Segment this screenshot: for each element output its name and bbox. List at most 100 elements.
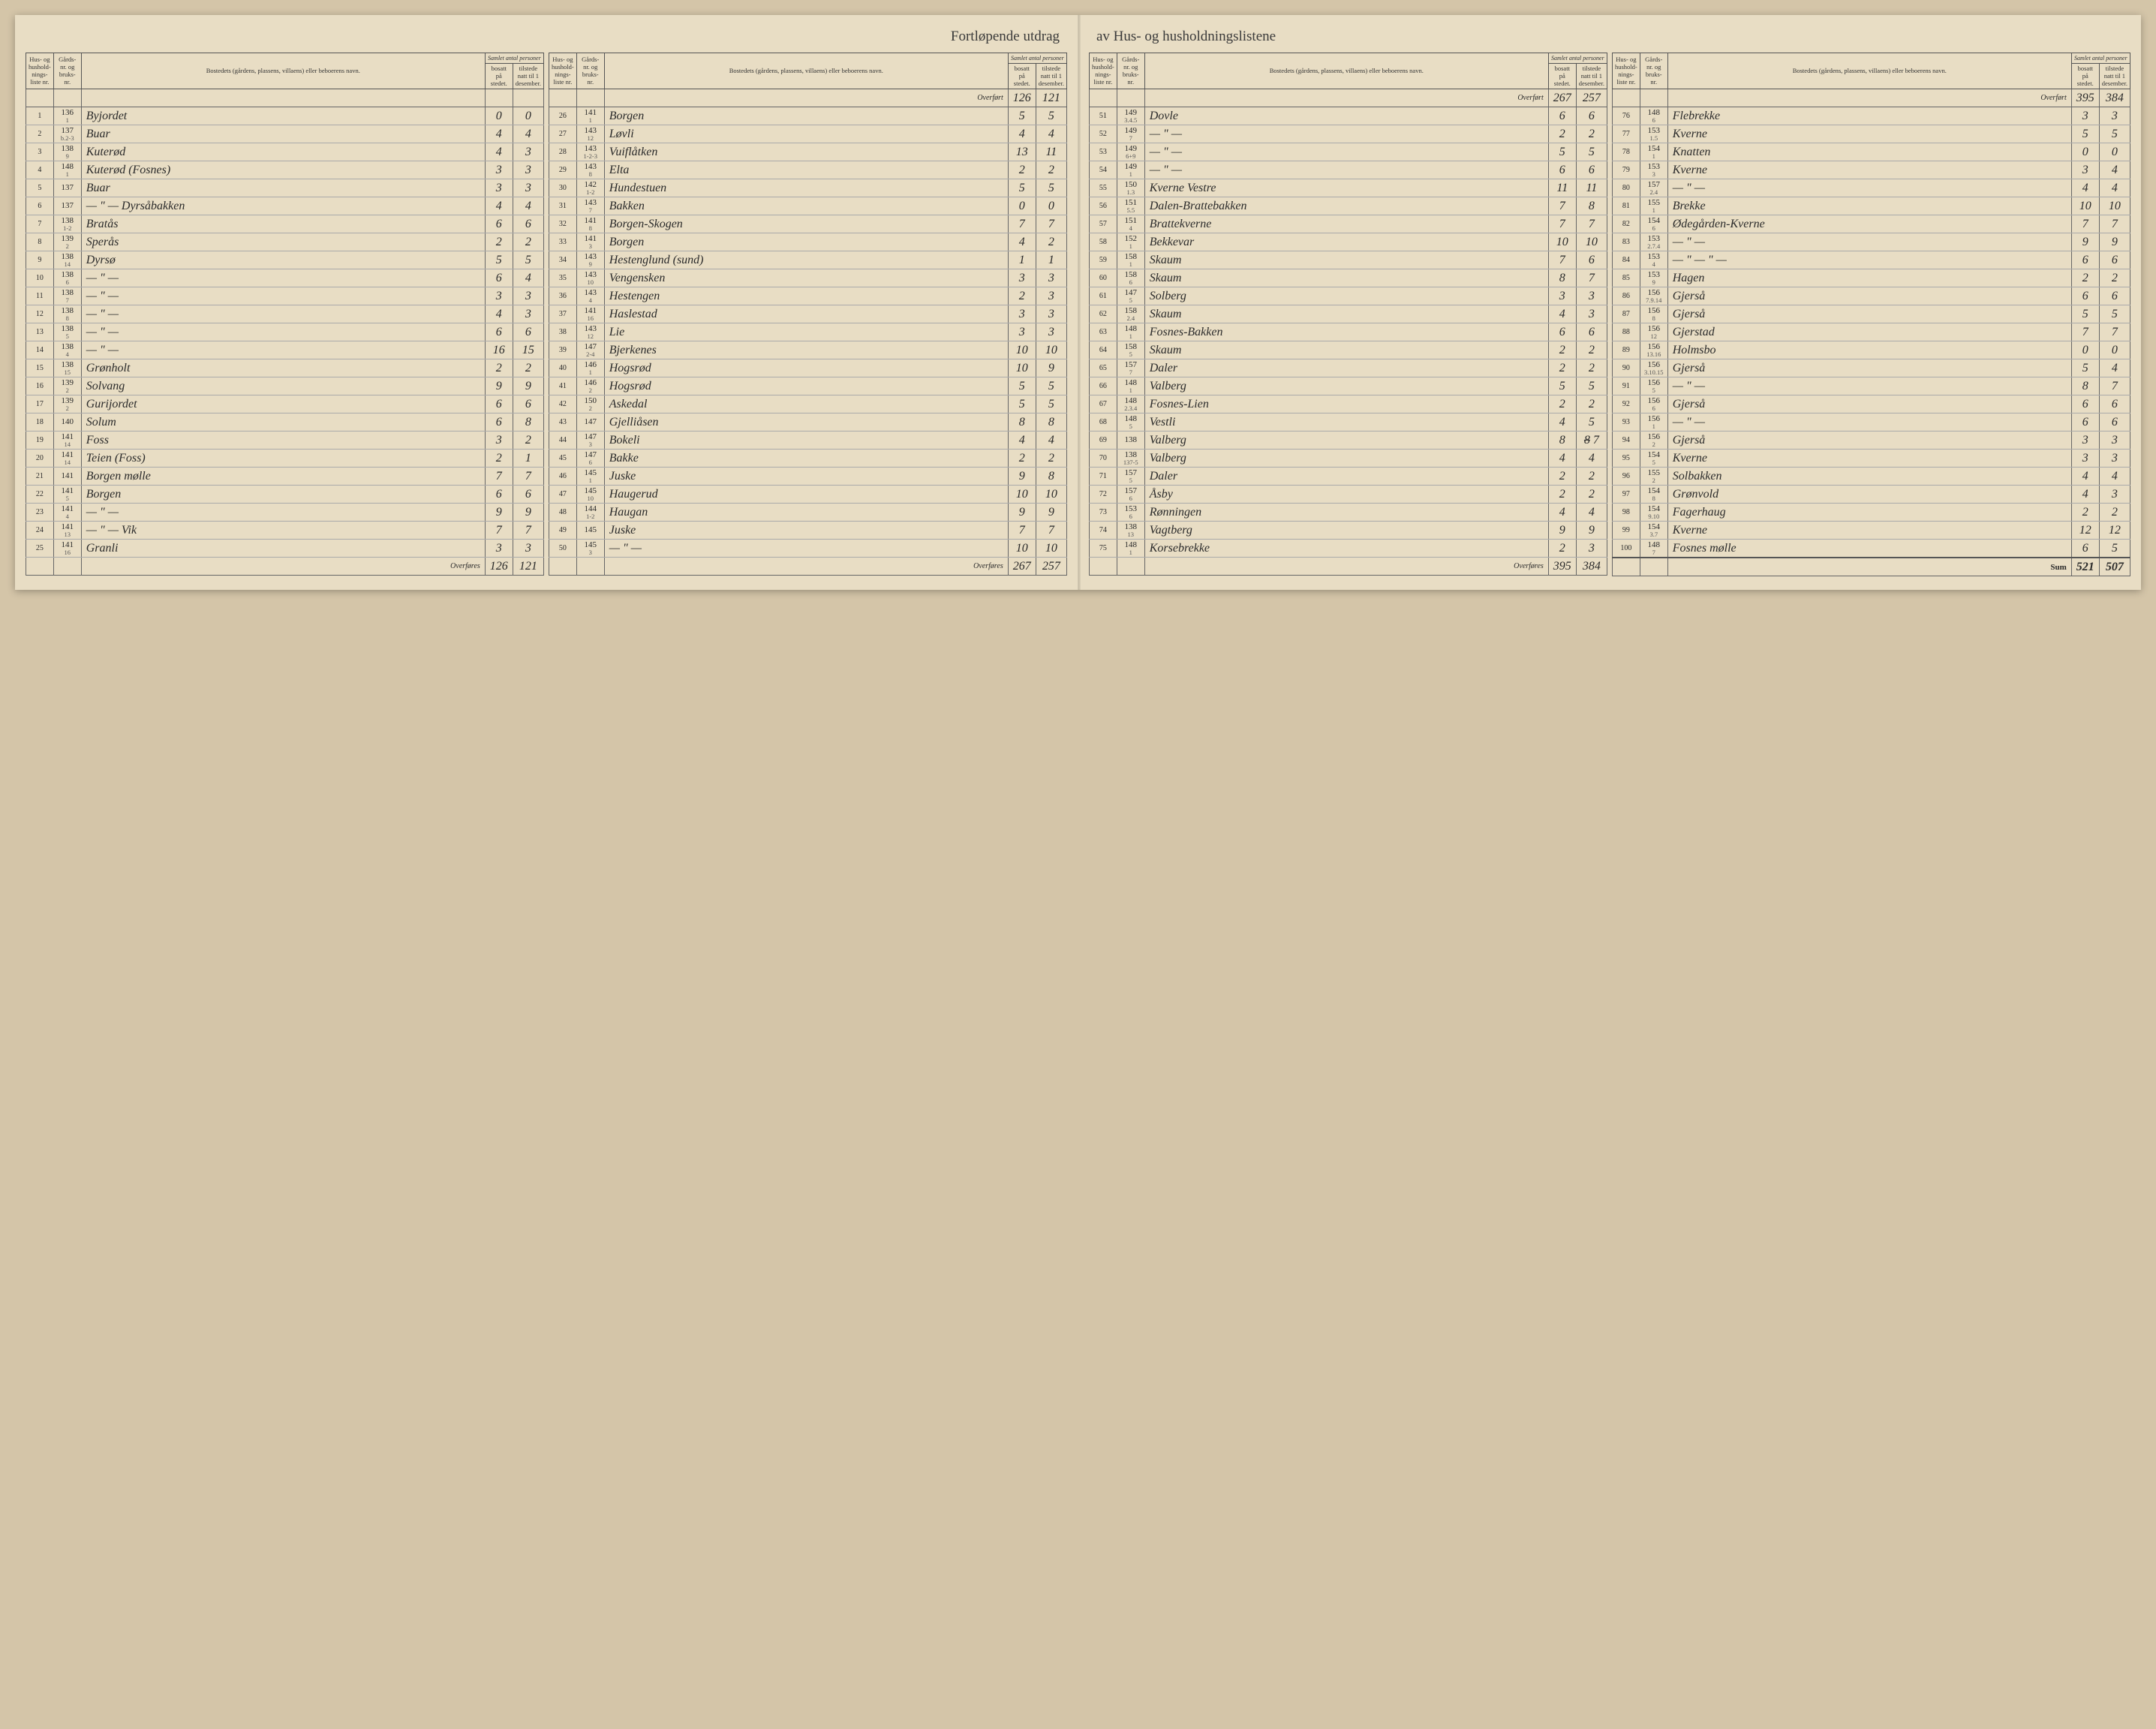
gard-nr: 1566 [1640,395,1667,413]
count-tilstede: 3 [2099,431,2130,450]
liste-nr: 46 [549,468,577,486]
table-row: 7 1381-2 Bratås 6 6 [26,215,544,233]
liste-nr: 66 [1090,377,1117,395]
count-bosatt: 5 [2071,125,2099,143]
table-row: 5 137 Buar 3 3 [26,179,544,197]
table-row: 27 14312 Løvli 4 4 [549,125,1067,143]
col-gard: Gårds-nr. og bruks-nr. [1640,53,1667,89]
liste-nr: 67 [1090,395,1117,413]
count-bosatt: 3 [1008,323,1036,341]
carry-in-label: Overført [1667,89,2071,107]
table-row: 1 1361 Byjordet 0 0 [26,107,544,125]
bosted-name: Bekkevar [1144,233,1548,251]
table-row: 89 15613.16 Holmsbo 0 0 [1613,341,2130,359]
gard-nr: 13813 [1117,522,1144,540]
table-row: 50 1453 — " — 10 10 [549,540,1067,558]
liste-nr: 25 [26,540,54,558]
liste-nr: 8 [26,233,54,251]
gard-nr: 1441-2 [576,504,604,522]
bosted-name: Åsby [1144,486,1548,504]
count-bosatt: 2 [1548,359,1576,377]
gard-nr: 1582.4 [1117,305,1144,323]
col-liste: Hus- og hushold-nings-liste nr. [549,53,577,89]
count-bosatt: 7 [1548,215,1576,233]
gard-nr: 1496+9 [1117,143,1144,161]
liste-nr: 31 [549,197,577,215]
liste-nr: 55 [1090,179,1117,197]
count-tilstede: 8 [1576,197,1607,215]
bosted-name: Borgen [604,107,1008,125]
gard-nr: 145 [576,522,604,540]
carry-in-bosatt [485,89,513,107]
ledger-section: Hus- og hushold-nings-liste nr. Gårds-nr… [1089,53,1607,576]
count-bosatt: 7 [2071,215,2099,233]
liste-nr: 41 [549,377,577,395]
count-bosatt: 4 [2071,486,2099,504]
count-tilstede: 10 [1576,233,1607,251]
left-columns: Hus- og hushold-nings-liste nr. Gårds-nr… [26,53,1067,576]
gard-nr: 1389 [53,143,81,161]
gard-nr: 141 [53,468,81,486]
gard-nr: 147 [576,413,604,431]
count-bosatt: 7 [485,468,513,486]
table-row: 69 138 Valberg 8 8 7 [1090,431,1607,450]
count-tilstede: 1 [1036,251,1066,269]
liste-nr: 49 [549,522,577,540]
gard-nr: 1539 [1640,269,1667,287]
table-row: 84 1534 — " — " — 6 6 [1613,251,2130,269]
count-bosatt: 4 [485,197,513,215]
table-row: 20 14114 Teien (Foss) 2 1 [26,450,544,468]
count-tilstede: 3 [1036,269,1066,287]
title-right: av Hus- og husholdningslistene [1089,29,2130,45]
table-row: 40 1461 Hogsrød 10 9 [549,359,1067,377]
count-bosatt: 4 [1008,233,1036,251]
bosted-name: Vengensken [604,269,1008,287]
gard-nr: 14510 [576,486,604,504]
gard-nr: 14312 [576,125,604,143]
count-bosatt: 3 [2071,161,2099,179]
ledger-table: Hus- og hushold-nings-liste nr. Gårds-nr… [1612,53,2130,576]
table-row: 99 1543.7 Kverne 12 12 [1613,522,2130,540]
table-row: 28 1431-2-3 Vuiflåtken 13 11 [549,143,1067,161]
gard-nr: 1572.4 [1640,179,1667,197]
gard-nr: 1392 [53,377,81,395]
gard-nr: 138137-5 [1117,450,1144,468]
bosted-name: Ødegården-Kverne [1667,215,2071,233]
table-row: 15 13815 Grønholt 2 2 [26,359,544,377]
liste-nr: 34 [549,251,577,269]
table-row: 74 13813 Vagtberg 9 9 [1090,522,1607,540]
liste-nr: 53 [1090,143,1117,161]
count-tilstede: 2 [513,233,543,251]
liste-nr: 28 [549,143,577,161]
count-tilstede: 2 [1036,233,1066,251]
count-bosatt: 4 [1548,305,1576,323]
count-tilstede: 8 [1036,413,1066,431]
count-bosatt: 2 [485,233,513,251]
carry-out-tilstede: 384 [1576,558,1607,576]
count-tilstede: 3 [1036,323,1066,341]
bosted-name: Løvli [604,125,1008,143]
col-gard: Gårds-nr. og bruks-nr. [576,53,604,89]
table-row: 31 1437 Bakken 0 0 [549,197,1067,215]
gard-nr: 1586 [1117,269,1144,287]
bosted-name: — " — [1667,377,2071,395]
count-tilstede: 6 [513,395,543,413]
count-bosatt: 4 [1008,125,1036,143]
col-bosatt: bosatt på stedet. [2071,64,2099,89]
liste-nr: 22 [26,486,54,504]
count-tilstede: 6 [513,486,543,504]
liste-nr: 33 [549,233,577,251]
table-row: 65 1577 Daler 2 2 [1090,359,1607,377]
carry-out-blank [549,558,577,576]
table-row: 82 1546 Ødegården-Kverne 7 7 [1613,215,2130,233]
count-bosatt: 5 [1548,143,1576,161]
count-tilstede: 3 [2099,450,2130,468]
carry-out-blank [576,558,604,576]
bosted-name: Vagtberg [1144,522,1548,540]
gard-nr: 1381-2 [53,215,81,233]
count-tilstede: 10 [2099,197,2130,215]
table-row: 43 147 Gjelliåsen 8 8 [549,413,1067,431]
bosted-name: Foss [81,431,485,450]
liste-nr: 30 [549,179,577,197]
count-bosatt: 6 [485,413,513,431]
